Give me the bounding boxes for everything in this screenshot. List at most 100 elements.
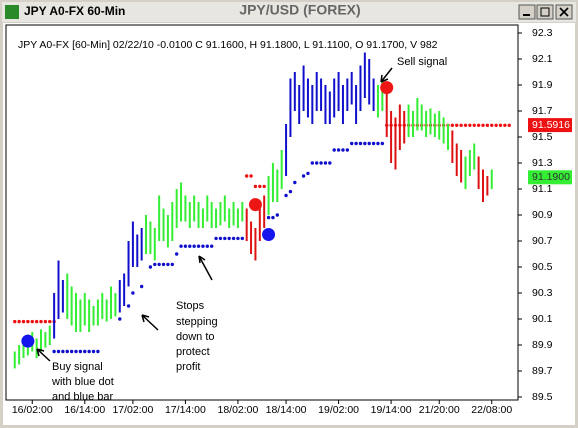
stop-dot [371,141,376,146]
stop-dot [323,161,328,165]
price-label: 91.5916 [532,119,570,131]
stop-dot [87,349,91,354]
stop-dot [266,215,271,220]
stop-dot [26,319,30,324]
stop-dot [490,123,494,128]
stop-dot [472,123,476,128]
plot-area [5,24,519,401]
x-tick-label: 18/02:00 [217,404,258,416]
annotation: down to [176,331,215,343]
x-tick-label: 17/02:00 [112,404,153,416]
stop-dot [336,148,341,152]
stop-dot [507,123,511,128]
x-tick-label: 19/02:00 [318,404,359,416]
stop-dot [188,244,192,248]
x-tick-label: 22/08:00 [471,404,512,416]
minimize-button[interactable] [518,4,536,20]
stop-dot [350,141,354,146]
stop-dot [459,123,463,128]
y-tick-label: 90.7 [532,235,553,247]
y-tick-label: 90.9 [532,209,553,221]
stop-dot [262,184,266,189]
window-buttons [518,4,573,20]
stop-dot [328,161,332,165]
stop-dot [218,236,223,241]
stop-dot [205,244,209,248]
annotation: and blue bar [52,391,113,403]
stop-dot [65,349,69,354]
stop-dot [293,180,297,185]
y-tick-label: 90.3 [532,287,553,299]
stop-dot [157,262,161,267]
y-tick-label: 91.5 [532,131,553,143]
stop-dot [83,349,87,354]
stop-dot [503,123,507,128]
stop-dot [126,304,131,308]
annotation: stepping [176,316,218,328]
stop-dot [56,349,61,354]
stop-dot [61,349,65,354]
close-glyph [559,7,569,17]
stop-dot [34,319,39,324]
stop-dot [43,319,48,324]
y-tick-label: 90.1 [532,313,553,325]
y-tick-label: 91.9 [532,79,553,91]
x-tick-label: 17/14:00 [165,404,206,416]
signal-dot [380,81,394,95]
stop-dot [315,161,319,165]
maximize-button[interactable] [536,4,554,20]
stop-dot [148,265,153,269]
buy-arrow [36,348,51,362]
stop-dot [166,262,170,267]
annotation: profit [176,361,200,373]
stop-dot [48,319,52,324]
annotation: with blue dot [51,376,114,388]
stop-dot [253,184,258,189]
y-tick-label: 90.5 [532,261,553,273]
stop-dot [481,123,485,128]
stop-dot [30,319,34,324]
stop-dot [21,319,26,324]
stop-dot [354,141,358,146]
stop-dot [139,284,144,289]
stop-dot [91,349,96,354]
x-tick-label: 19/14:00 [371,404,412,416]
annotation: Stops [176,300,205,312]
price-label: 91.1900 [532,171,570,183]
marks: 92.3 92.1 91.9 91.7 91.5 91.3 91.1 90.9 90.7 90.5… [12,27,553,416]
annotation: Sell signal [397,56,447,68]
stop-dot [52,349,56,354]
stop-dot [376,141,380,146]
stop-dot [341,148,345,152]
stop-dot [78,349,83,354]
stop-dot [209,244,214,248]
stop-dot [358,141,363,146]
stop-dot [236,236,240,241]
stop-dot [244,174,249,178]
y-tick-label: 89.9 [532,339,553,351]
stop-dot [192,244,196,248]
stop-dot [319,161,323,165]
price-label-box [528,118,572,133]
x-tick-label: 16/02:00 [12,404,53,416]
stop-dot [345,148,350,152]
stop-dot [153,262,157,267]
window-icon [5,5,19,19]
y-tick-label: 91.7 [532,105,553,117]
stop-dot [131,291,135,295]
stop-dot [179,244,183,248]
stop-dot [450,123,455,128]
y-tick-label: 92.3 [532,27,553,39]
x-tick-label: 18/14:00 [266,404,307,416]
price-label-box [528,170,572,185]
stop-dot [301,174,306,178]
stops-arrow [198,255,213,281]
stop-dot [485,123,490,128]
chart-title: JPY/USD (FOREX) [239,2,360,18]
window-title: JPY A0-FX 60-Min [24,4,125,18]
stop-dot [196,244,201,248]
stop-dot [494,123,498,128]
stop-dot [288,189,293,194]
stop-dot [74,349,78,354]
